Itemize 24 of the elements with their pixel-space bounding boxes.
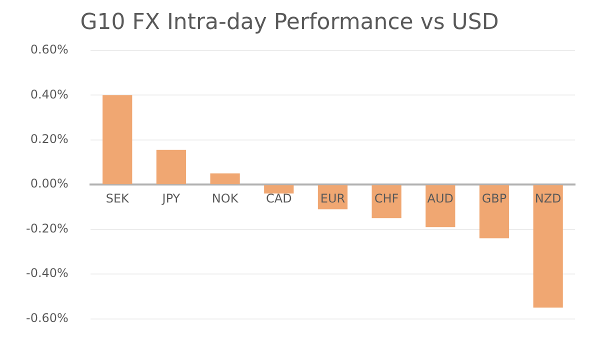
y-tick-label: -0.60% [26, 310, 68, 325]
y-tick-label: -0.20% [26, 221, 68, 236]
bar [479, 185, 510, 238]
x-tick-label: NOK [212, 192, 240, 206]
x-tick-label: CHF [374, 192, 399, 206]
y-tick-label: 0.60% [30, 42, 68, 57]
bar [264, 185, 294, 194]
chart-title: G10 FX Intra-day Performance vs USD [80, 10, 499, 35]
bar [156, 150, 186, 184]
y-tick-label: 0.40% [30, 87, 68, 102]
x-tick-label: GBP [482, 192, 507, 206]
y-tick-label: 0.20% [30, 132, 68, 146]
x-tick-label: JPY [161, 192, 181, 206]
y-tick-label: 0.00% [30, 176, 68, 191]
bar [533, 185, 563, 308]
x-tick-label: EUR [320, 192, 346, 206]
y-tick-label: -0.40% [26, 266, 68, 280]
bar [426, 185, 456, 228]
x-tick-label: NZD [534, 192, 562, 206]
x-tick-label: CAD [266, 192, 292, 206]
bar [210, 173, 240, 184]
x-tick-label: SEK [106, 192, 130, 206]
x-tick-label: AUD [427, 192, 454, 206]
bar [102, 95, 132, 184]
